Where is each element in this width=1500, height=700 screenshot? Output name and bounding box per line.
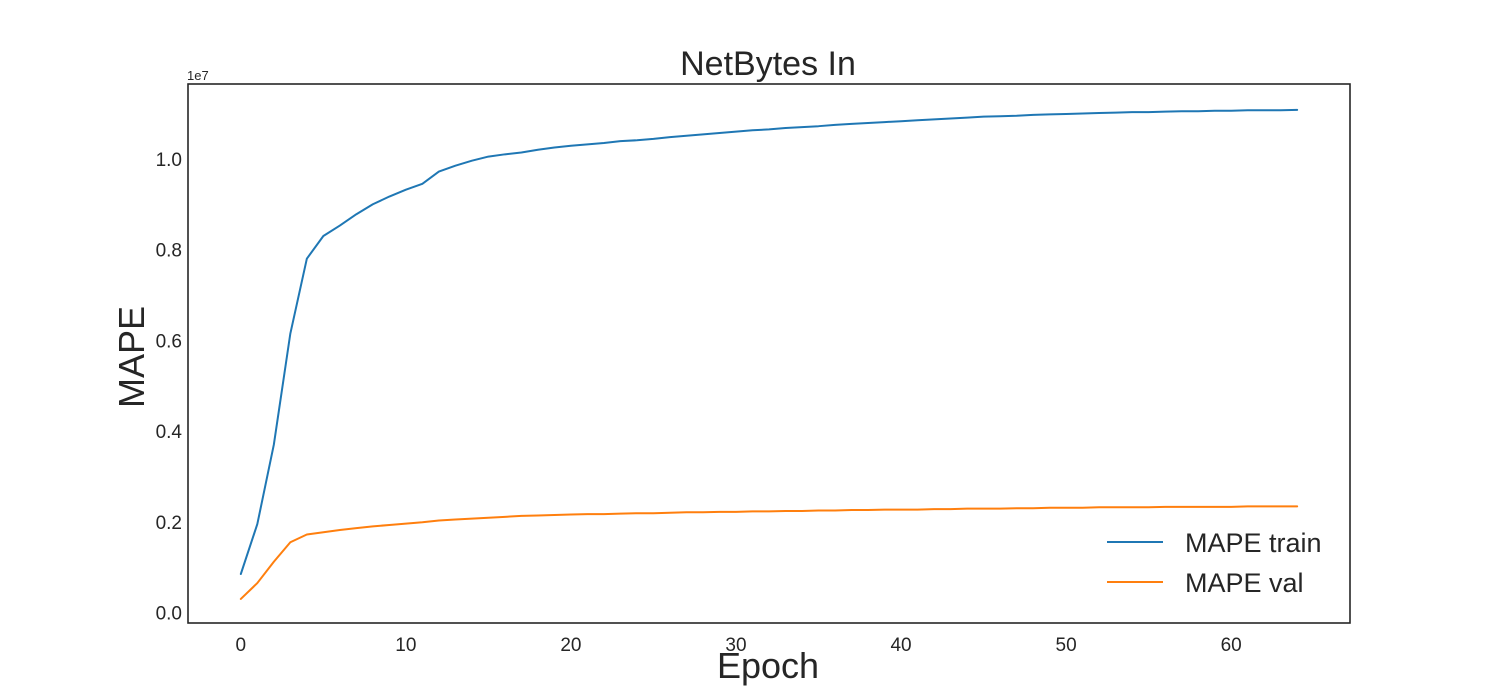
- plot-lines: [239, 108, 1299, 600]
- x-axis-label: Epoch: [717, 645, 819, 686]
- x-tick-label: 30: [725, 635, 746, 656]
- x-tick-label: 0: [236, 635, 247, 656]
- y-tick-label: 0.4: [156, 422, 183, 443]
- x-tick-label: 10: [395, 635, 416, 656]
- series-line-1: [239, 505, 1299, 600]
- x-tick-label: 50: [1056, 635, 1077, 656]
- y-axis-label: MAPE: [111, 306, 152, 408]
- series-line-0: [239, 108, 1299, 575]
- axis-ticks: 0 10 20 30 40 50 60 0.0 0.2 0.4 0.6 0.8 1.0: [156, 150, 1242, 656]
- y-tick-label: 0.0: [156, 604, 182, 625]
- plot-frame: [187, 83, 1351, 624]
- x-tick-label: 40: [890, 635, 911, 656]
- y-tick-label: 1.0: [156, 150, 182, 171]
- y-tick-label: 0.6: [156, 331, 182, 352]
- legend-label-0: MAPE train: [1185, 528, 1322, 558]
- y-tick-label: 0.8: [156, 241, 182, 262]
- y-tick-label: 0.2: [156, 513, 182, 534]
- legend-label-1: MAPE val: [1185, 568, 1304, 598]
- x-tick-label: 60: [1221, 635, 1242, 656]
- legend: MAPE train MAPE val: [1107, 528, 1322, 598]
- y-offset-label: 1e7: [187, 68, 209, 83]
- x-tick-label: 20: [560, 635, 581, 656]
- chart-title: NetBytes In: [680, 45, 856, 83]
